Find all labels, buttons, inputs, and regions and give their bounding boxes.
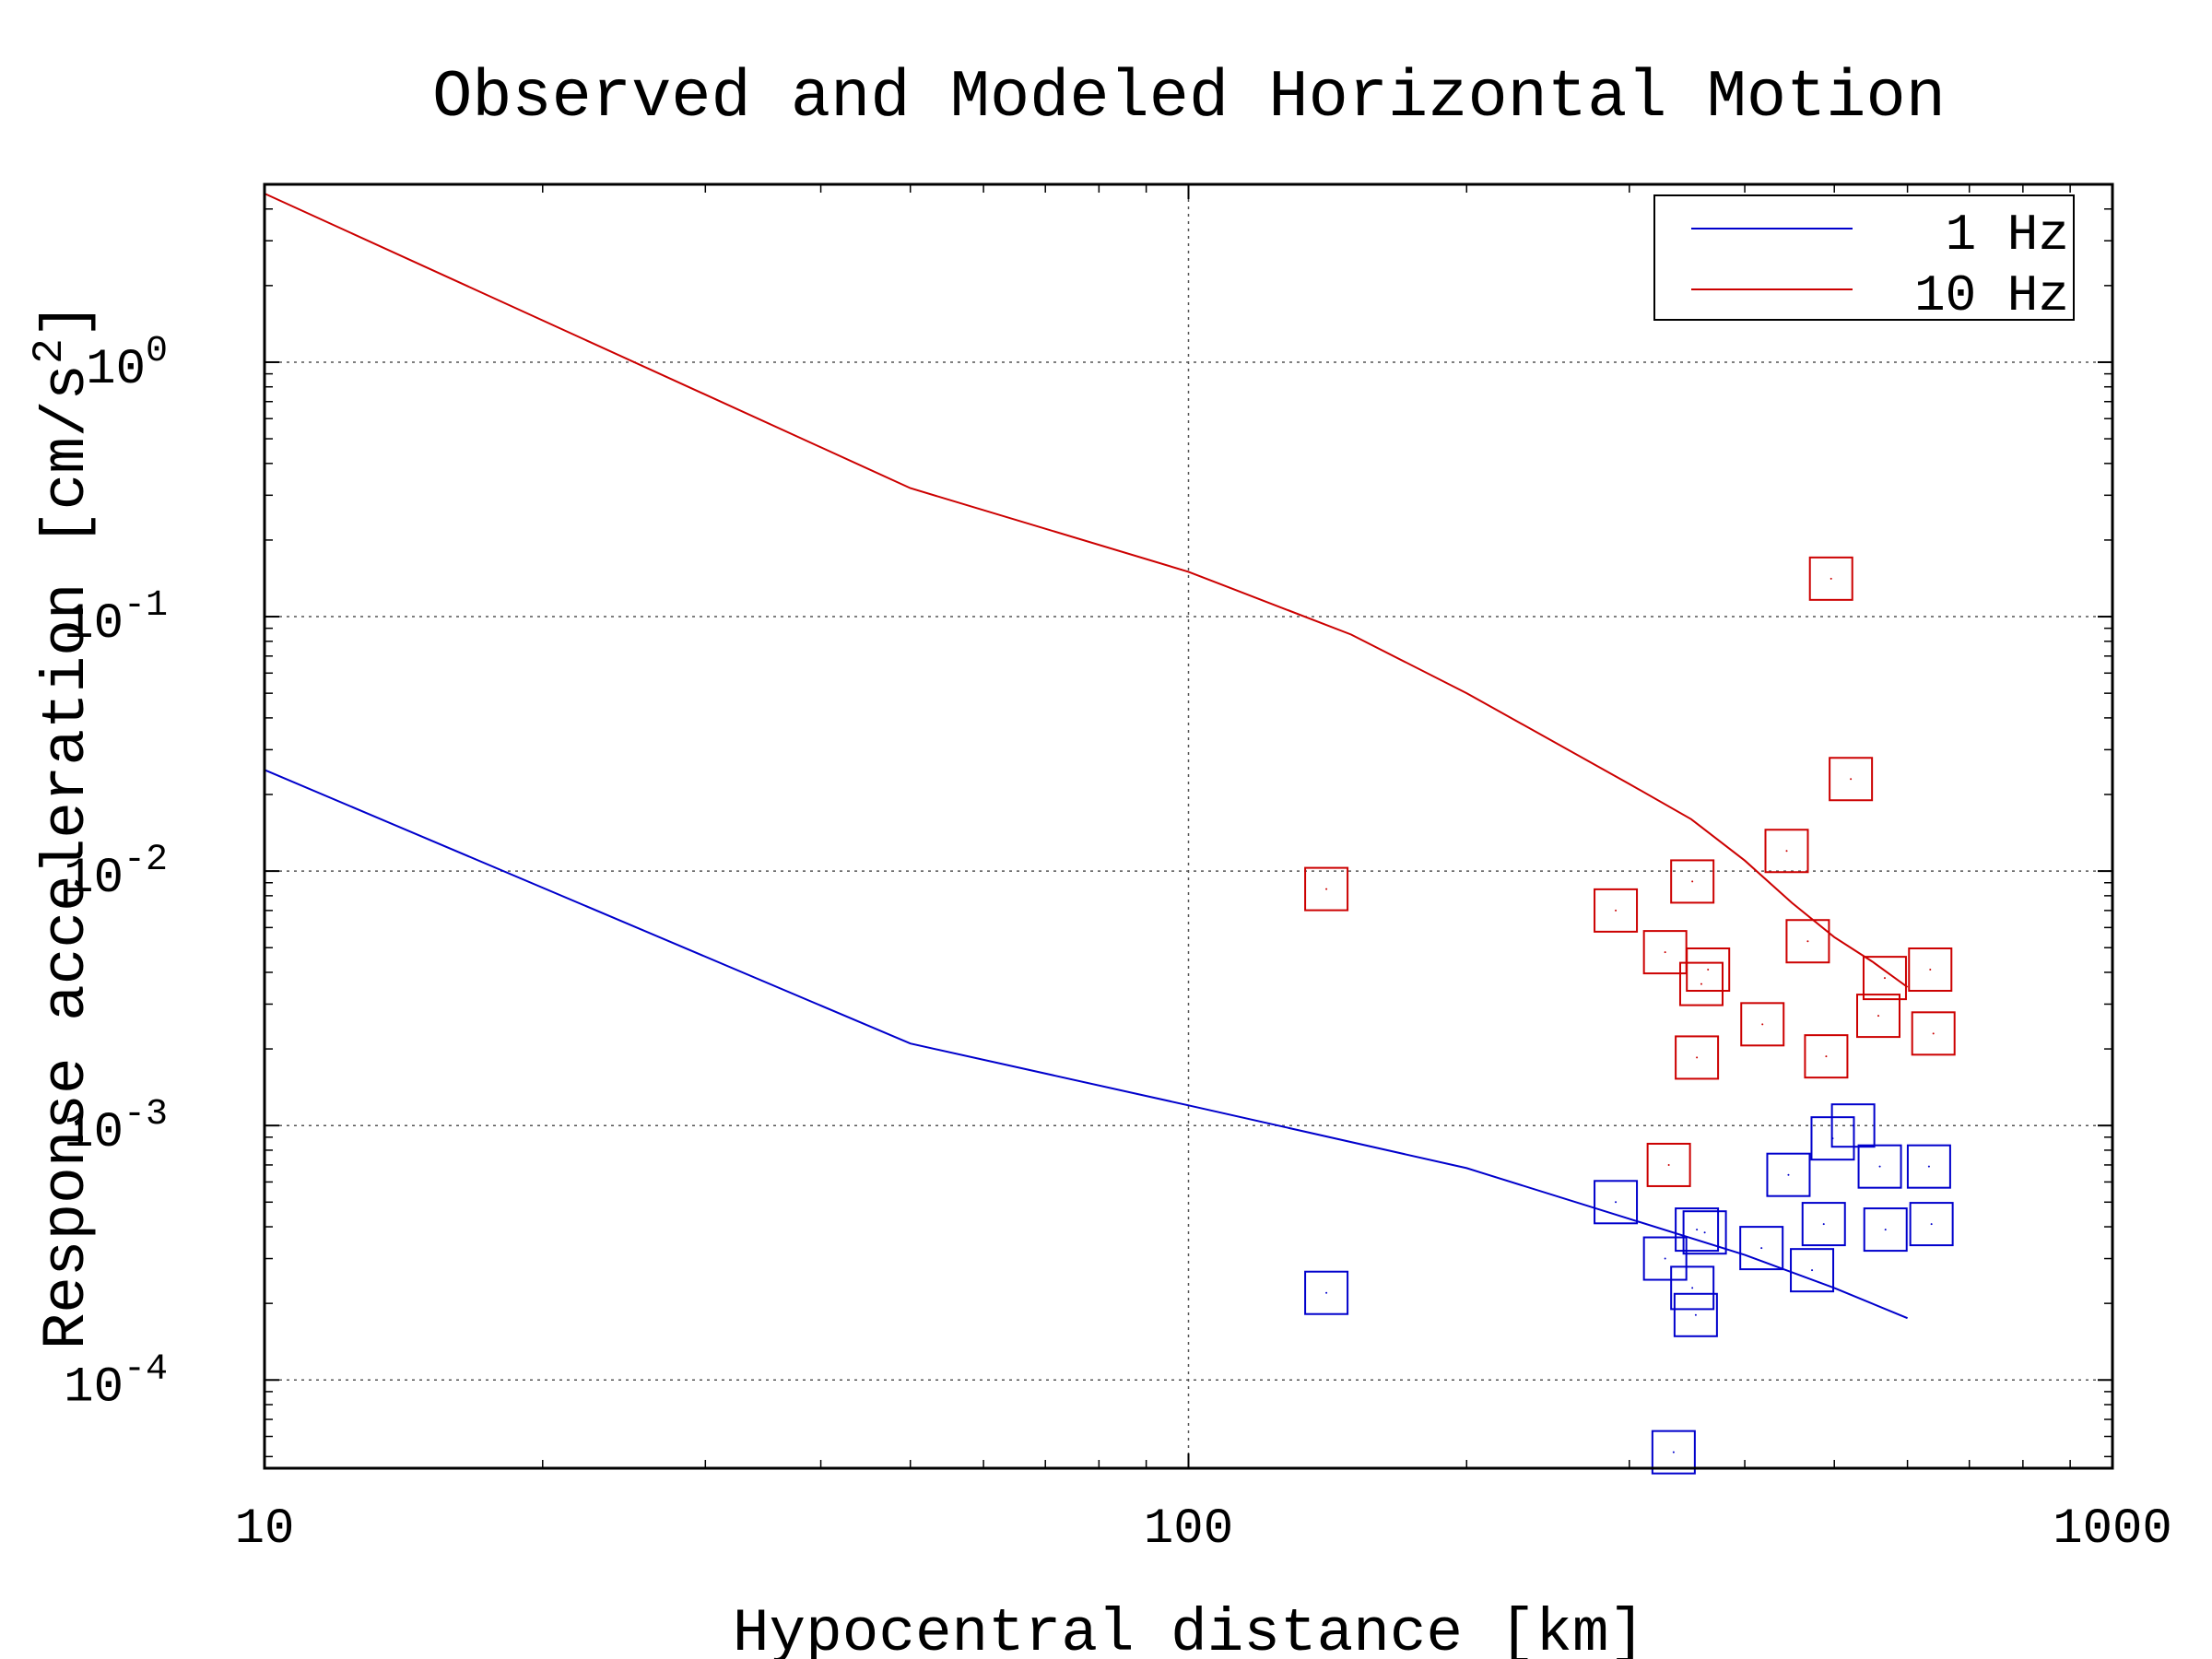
series-line xyxy=(264,193,1909,988)
data-point xyxy=(1850,778,1853,781)
data-marker xyxy=(1594,1180,1639,1225)
data-marker xyxy=(1675,1035,1720,1080)
data-marker xyxy=(1670,1265,1715,1311)
data-marker xyxy=(1856,994,1901,1039)
data-point xyxy=(1825,1055,1828,1058)
data-point xyxy=(1884,1229,1887,1231)
series-lines xyxy=(264,193,1909,1320)
x-tick-labels: 10 100 1000 xyxy=(235,1501,2172,1558)
plot-frame xyxy=(263,182,2114,1470)
data-point xyxy=(1694,1313,1697,1316)
data-point xyxy=(1691,880,1694,883)
data-marker xyxy=(1675,1207,1720,1253)
data-point xyxy=(1927,1165,1930,1168)
legend: 1 Hz 10 Hz xyxy=(1653,194,2075,325)
data-point xyxy=(1930,1223,1933,1226)
data-point xyxy=(1785,850,1788,853)
data-point xyxy=(1664,1257,1666,1260)
data-marker xyxy=(1646,1142,1691,1187)
data-marker xyxy=(1651,1430,1696,1475)
data-point xyxy=(1325,888,1328,890)
legend-label-1hz: 1 Hz xyxy=(1946,206,2069,265)
data-marker xyxy=(1862,956,1907,1001)
y-tick-label: 10-4 xyxy=(64,1348,168,1416)
data-marker xyxy=(1642,1236,1688,1281)
y-tick-label: 100 xyxy=(86,331,168,398)
data-marker xyxy=(1830,1103,1876,1148)
data-marker xyxy=(1908,947,1953,993)
legend-label-10hz: 10 Hz xyxy=(1914,266,2069,325)
data-marker xyxy=(1863,1207,1908,1253)
data-point xyxy=(1822,1223,1825,1226)
gridlines xyxy=(265,184,2112,1468)
y-axis-label: Response acceleration [cm/s2] xyxy=(26,302,101,1350)
y-axis-label-main: Response acceleration [cm/s xyxy=(32,364,101,1349)
data-point xyxy=(1696,1056,1699,1059)
x-tick-label: 10 xyxy=(235,1501,295,1558)
markers xyxy=(1304,556,1956,1475)
data-point xyxy=(1883,977,1886,980)
data-marker xyxy=(1829,757,1874,802)
y-tick-label: 10-2 xyxy=(64,840,168,907)
data-point xyxy=(1878,1165,1881,1168)
data-point xyxy=(1672,1451,1675,1453)
data-marker xyxy=(1911,1011,1956,1056)
data-point xyxy=(1707,969,1710,971)
data-point xyxy=(1787,1173,1790,1176)
data-point xyxy=(1667,1163,1670,1166)
data-point xyxy=(1929,969,1932,971)
data-marker xyxy=(1740,1002,1785,1047)
data-marker xyxy=(1739,1226,1784,1271)
y-tick-label: 10-1 xyxy=(64,585,168,653)
data-marker xyxy=(1766,1152,1811,1197)
data-point xyxy=(1325,1291,1328,1294)
data-point xyxy=(1932,1032,1935,1035)
data-marker xyxy=(1304,866,1349,912)
data-point xyxy=(1760,1247,1763,1250)
legend-box xyxy=(1653,194,2075,321)
data-point xyxy=(1700,982,1702,985)
data-marker xyxy=(1686,947,1731,993)
data-marker xyxy=(1682,1210,1727,1255)
data-point xyxy=(1664,951,1666,954)
data-marker xyxy=(1678,961,1724,1006)
series-line xyxy=(264,769,1908,1320)
data-marker xyxy=(1790,1248,1835,1293)
data-marker xyxy=(1764,829,1809,874)
data-point xyxy=(1811,1269,1814,1272)
y-tick-labels: 100 10-1 10-2 10-3 10-4 xyxy=(64,331,168,1416)
data-point xyxy=(1703,1231,1706,1234)
data-marker xyxy=(1906,1144,1951,1189)
x-tick-label: 1000 xyxy=(2053,1501,2172,1558)
data-point xyxy=(1852,1124,1854,1127)
data-marker xyxy=(1909,1202,1954,1247)
x-axis-label: Hypocentral distance [km] xyxy=(733,1599,1645,1659)
data-marker xyxy=(1808,556,1853,601)
data-marker xyxy=(1801,1202,1846,1247)
data-point xyxy=(1615,1201,1618,1204)
x-tick-label: 100 xyxy=(1144,1501,1233,1558)
data-marker xyxy=(1594,888,1639,933)
data-point xyxy=(1696,1229,1699,1231)
data-marker xyxy=(1857,1144,1902,1189)
y-axis-label-sup: 2 xyxy=(26,338,74,364)
data-point xyxy=(1830,577,1832,580)
data-point xyxy=(1691,1287,1694,1289)
y-tick-label: 10-3 xyxy=(64,1094,168,1161)
data-point xyxy=(1806,940,1809,943)
data-point xyxy=(1761,1023,1764,1026)
y-axis-label-end: ] xyxy=(32,302,101,339)
data-marker xyxy=(1804,1034,1849,1079)
data-marker xyxy=(1670,859,1715,904)
data-point xyxy=(1877,1015,1880,1018)
data-marker xyxy=(1673,1292,1718,1337)
chart-title: Observed and Modeled Horizontal Motion xyxy=(432,60,1946,135)
data-point xyxy=(1615,909,1618,912)
data-marker xyxy=(1304,1270,1349,1315)
data-marker xyxy=(1785,919,1830,964)
